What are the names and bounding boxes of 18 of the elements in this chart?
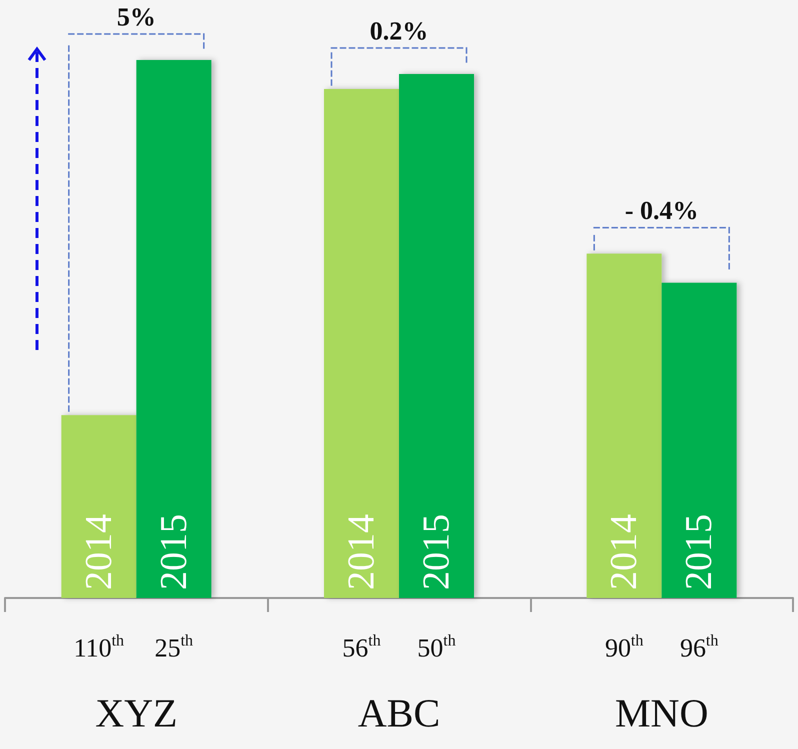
text: 2014 [603, 514, 646, 590]
annotation: - 0.4% [624, 196, 699, 226]
x-tick-label: XYZ [95, 690, 178, 736]
bar [136, 60, 212, 598]
text: 0.2% [370, 16, 428, 46]
x-tick-label: ABC [358, 690, 440, 736]
x-tick-label: MNO [614, 690, 708, 736]
bar [662, 282, 737, 598]
series-label: 2014 [78, 514, 120, 590]
text: 2015 [678, 514, 720, 590]
text: 5% [116, 2, 156, 32]
bar [399, 74, 474, 598]
text: 2014 [340, 514, 382, 590]
bar [324, 89, 399, 598]
bar [61, 415, 136, 598]
text: 2015 [416, 514, 458, 590]
bar [586, 254, 662, 598]
series-label: 2015 [152, 514, 195, 590]
